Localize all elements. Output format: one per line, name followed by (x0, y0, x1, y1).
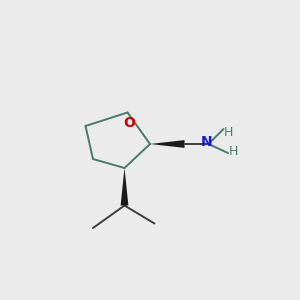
Polygon shape (121, 168, 128, 206)
Text: H: H (229, 145, 238, 158)
Text: O: O (123, 116, 135, 130)
Text: N: N (201, 136, 213, 149)
Polygon shape (150, 140, 184, 148)
Text: H: H (224, 125, 234, 139)
